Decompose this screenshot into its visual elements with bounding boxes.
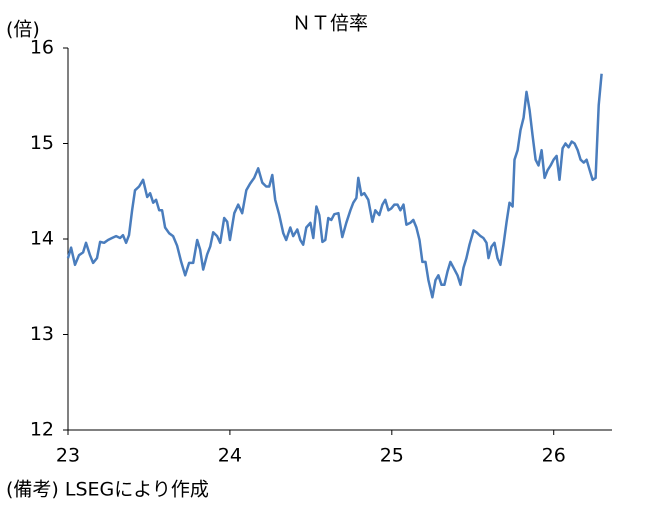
x-tick-label: 24 [218,445,242,467]
x-tick-label: 26 [542,445,566,467]
y-tick-label: 13 [30,323,54,345]
y-tick-label: 14 [30,228,54,250]
y-tick-label: 15 [30,132,54,154]
y-axis-label: (倍) [6,19,40,41]
note: (備考) LSEGにより作成 [6,479,209,501]
x-tick-label: 25 [380,445,404,467]
y-tick-label: 16 [30,37,54,59]
chart-title: ＮＴ倍率 [292,13,368,35]
x-tick-label: 23 [56,445,80,467]
line [66,73,603,299]
y-tick-label: 12 [30,419,54,441]
